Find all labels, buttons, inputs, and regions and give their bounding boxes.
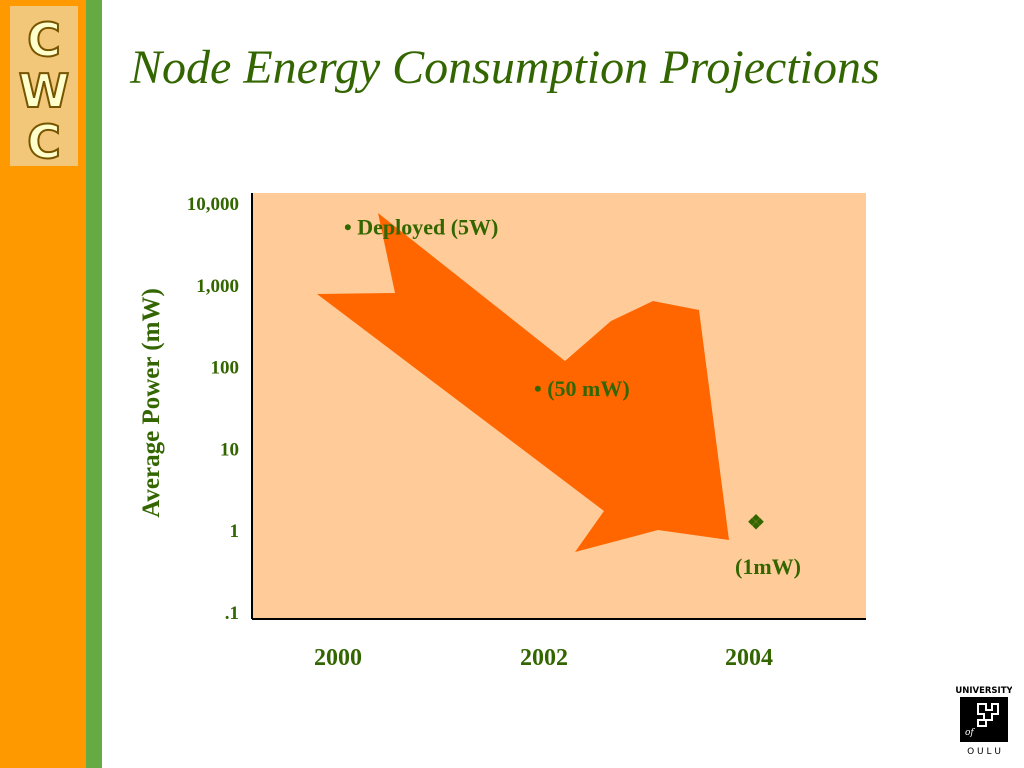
point-labels: • Deployed (5W) • (50 mW) ❖ (1mW) [344, 215, 801, 580]
point-label: • (50 mW) [534, 376, 630, 401]
university-logo: UNIVERSITY of O U L U [955, 684, 1013, 757]
university-logo-pattern [977, 703, 999, 727]
y-tick-label: 10,000 [187, 194, 239, 215]
y-tick-label: 1 [230, 521, 240, 542]
y-tick-label: 1,000 [196, 276, 239, 297]
logo-letter-c2: C [27, 115, 61, 166]
x-tick-label: 2004 [725, 645, 773, 671]
x-ticks: 2000 2002 2004 [314, 645, 773, 671]
y-axis-label: Average Power (mW) [138, 288, 165, 518]
x-tick-label: 2002 [520, 645, 568, 671]
x-tick-label: 2000 [314, 645, 362, 671]
cwc-logo: C W C [10, 6, 78, 166]
chart: 10,000 1,000 100 10 1 .1 2000 2002 2004 • Deplo… [187, 193, 866, 671]
trend-arrow [317, 213, 729, 552]
sidebar-stripe [86, 0, 102, 768]
y-tick-label: .1 [225, 603, 239, 624]
y-tick-label: 10 [220, 439, 239, 460]
page-title: Node Energy Consumption Projections [130, 41, 880, 94]
university-logo-bottom-text: O U L U [967, 747, 1001, 756]
logo-letter-w: W [19, 64, 70, 118]
logo-letter-c1: C [27, 13, 61, 67]
point-label: (1mW) [735, 554, 801, 579]
y-tick-label: 100 [211, 358, 240, 379]
university-logo-top-text: UNIVERSITY [956, 686, 1012, 696]
point-label: • Deployed (5W) [344, 215, 498, 240]
y-ticks: 10,000 1,000 100 10 1 .1 [187, 194, 239, 624]
point-marker: ❖ [747, 512, 765, 534]
university-logo-of-text: of [965, 728, 975, 738]
